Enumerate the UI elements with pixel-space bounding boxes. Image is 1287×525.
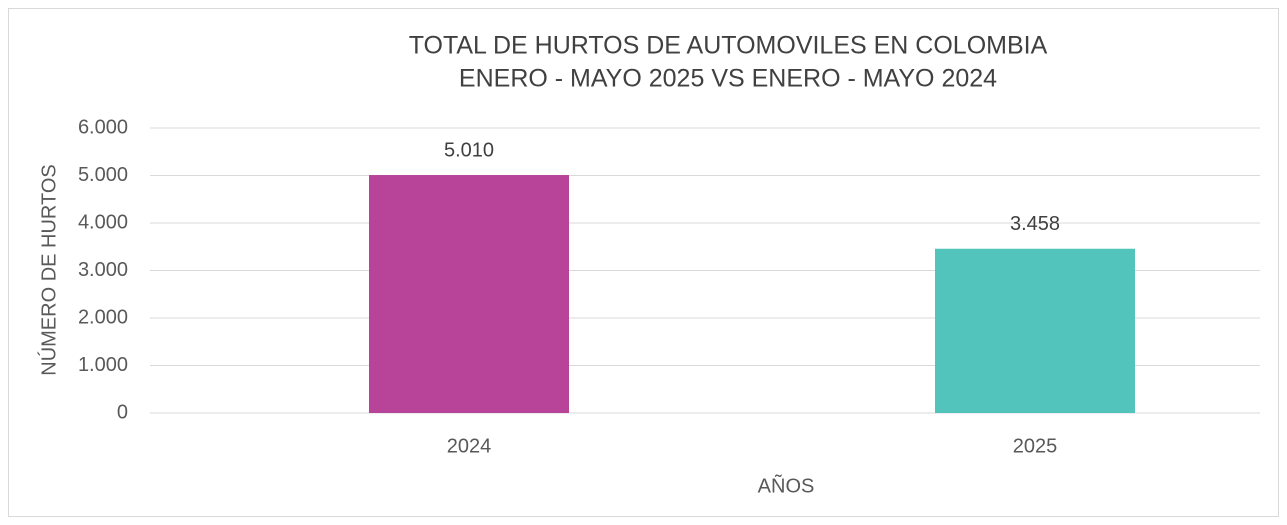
chart-title: TOTAL DE HURTOS DE AUTOMOVILES EN COLOMB… bbox=[409, 32, 1048, 60]
chart-title: ENERO - MAYO 2025 VS ENERO - MAYO 2024 bbox=[459, 65, 997, 93]
bar bbox=[369, 175, 569, 413]
y-tick-label: 0 bbox=[117, 401, 128, 423]
data-label: 3.458 bbox=[1010, 213, 1060, 235]
y-tick-label: 1.000 bbox=[78, 354, 128, 376]
y-tick-label: 3.000 bbox=[78, 259, 128, 281]
x-tick-label: 2025 bbox=[1013, 435, 1058, 457]
y-axis-title: NÚMERO DE HURTOS bbox=[37, 164, 60, 376]
x-axis-title: AÑOS bbox=[758, 473, 815, 497]
y-tick-label: 2.000 bbox=[78, 306, 128, 328]
data-label: 5.010 bbox=[444, 139, 494, 161]
x-tick-label: 2024 bbox=[447, 435, 492, 457]
y-tick-label: 4.000 bbox=[78, 211, 128, 233]
y-tick-label: 6.000 bbox=[78, 116, 128, 138]
bar bbox=[935, 248, 1135, 413]
y-tick-label: 5.000 bbox=[78, 164, 128, 186]
